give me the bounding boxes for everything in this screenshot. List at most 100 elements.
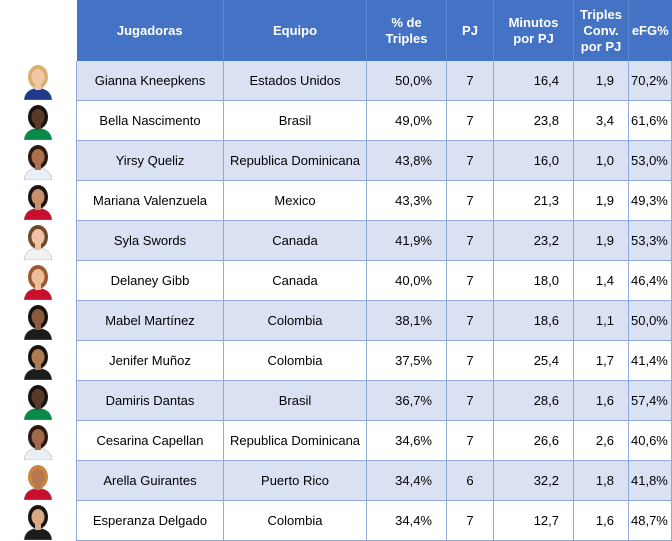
table-row[interactable]: Cesarina Capellan Republica Dominicana 34,… bbox=[76, 420, 672, 461]
cell-team: Canada bbox=[223, 260, 367, 301]
cell-triples-made-per-game: 1,9 bbox=[573, 220, 629, 261]
player-headshot-icon bbox=[19, 262, 57, 300]
cell-games-played: 7 bbox=[446, 140, 494, 181]
cell-player: Mariana Valenzuela bbox=[76, 180, 224, 221]
cell-team: Colombia bbox=[223, 340, 367, 381]
cell-team: Estados Unidos bbox=[223, 61, 367, 101]
player-photo bbox=[0, 221, 76, 261]
table-row[interactable]: Mariana Valenzuela Mexico 43,3% 7 21,3 1,9 49,… bbox=[76, 180, 672, 221]
cell-three-point-pct: 43,3% bbox=[366, 180, 447, 221]
cell-three-point-pct: 43,8% bbox=[366, 140, 447, 181]
cell-triples-made-per-game: 1,4 bbox=[573, 260, 629, 301]
table-row[interactable]: Damiris Dantas Brasil 36,7% 7 28,6 1,6 57,4% bbox=[76, 380, 672, 421]
player-photo bbox=[0, 461, 76, 501]
cell-player: Arella Guirantes bbox=[76, 460, 224, 501]
cell-player: Esperanza Delgado bbox=[76, 500, 224, 541]
cell-team: Brasil bbox=[223, 100, 367, 141]
table-row[interactable]: Esperanza Delgado Colombia 34,4% 7 12,7 1,6 48… bbox=[76, 500, 672, 541]
cell-minutes-per-game: 12,7 bbox=[493, 500, 574, 541]
cell-games-played: 7 bbox=[446, 100, 494, 141]
cell-efg: 48,7% bbox=[628, 500, 672, 541]
cell-player: Delaney Gibb bbox=[76, 260, 224, 301]
player-headshot-icon bbox=[19, 302, 57, 340]
cell-minutes-per-game: 23,8 bbox=[493, 100, 574, 141]
cell-triples-made-per-game: 2,6 bbox=[573, 420, 629, 461]
player-headshot-icon bbox=[19, 502, 57, 540]
cell-games-played: 7 bbox=[446, 420, 494, 461]
cell-player: Gianna Kneepkens bbox=[76, 61, 224, 101]
cell-triples-made-per-game: 1,6 bbox=[573, 500, 629, 541]
cell-player: Mabel Martínez bbox=[76, 300, 224, 341]
cell-games-played: 7 bbox=[446, 220, 494, 261]
player-headshot-icon bbox=[19, 62, 57, 100]
player-photo bbox=[0, 181, 76, 221]
cell-efg: 41,4% bbox=[628, 340, 672, 381]
player-headshot-icon bbox=[19, 462, 57, 500]
player-photo bbox=[0, 341, 76, 381]
header-triples-made-per-game[interactable]: Triples Conv. por PJ bbox=[573, 0, 629, 61]
player-headshot-icon bbox=[19, 182, 57, 220]
cell-triples-made-per-game: 1,7 bbox=[573, 340, 629, 381]
header-team[interactable]: Equipo bbox=[223, 0, 367, 61]
cell-three-point-pct: 34,4% bbox=[366, 500, 447, 541]
cell-games-played: 7 bbox=[446, 300, 494, 341]
player-photo bbox=[0, 501, 76, 541]
cell-efg: 40,6% bbox=[628, 420, 672, 461]
cell-three-point-pct: 50,0% bbox=[366, 61, 447, 101]
table-row[interactable]: Arella Guirantes Puerto Rico 34,4% 6 32,2 1,8… bbox=[76, 460, 672, 501]
cell-team: Republica Dominicana bbox=[223, 420, 367, 461]
cell-games-played: 7 bbox=[446, 340, 494, 381]
header-games-played[interactable]: PJ bbox=[446, 0, 494, 61]
cell-efg: 53,0% bbox=[628, 140, 672, 181]
cell-three-point-pct: 41,9% bbox=[366, 220, 447, 261]
table-body: Gianna Kneepkens Estados Unidos 50,0% 7 16,4… bbox=[76, 61, 672, 541]
three-point-stats-table: Jugadoras Equipo % de Triples PJ Minutos p… bbox=[76, 0, 672, 541]
cell-three-point-pct: 34,6% bbox=[366, 420, 447, 461]
player-photo bbox=[0, 141, 76, 181]
player-headshot-icon bbox=[19, 102, 57, 140]
cell-minutes-per-game: 25,4 bbox=[493, 340, 574, 381]
cell-team: Puerto Rico bbox=[223, 460, 367, 501]
cell-team: Canada bbox=[223, 220, 367, 261]
header-minutes-per-game[interactable]: Minutos por PJ bbox=[493, 0, 574, 61]
cell-player: Yirsy Queliz bbox=[76, 140, 224, 181]
header-three-point-pct[interactable]: % de Triples bbox=[366, 0, 447, 61]
table-row[interactable]: Mabel Martínez Colombia 38,1% 7 18,6 1,1 50,0% bbox=[76, 300, 672, 341]
player-photo bbox=[0, 301, 76, 341]
cell-minutes-per-game: 16,4 bbox=[493, 61, 574, 101]
cell-player: Jenifer Muñoz bbox=[76, 340, 224, 381]
cell-three-point-pct: 36,7% bbox=[366, 380, 447, 421]
table-row[interactable]: Syla Swords Canada 41,9% 7 23,2 1,9 53,3% bbox=[76, 220, 672, 261]
header-player[interactable]: Jugadoras bbox=[76, 0, 224, 61]
player-headshot-icon bbox=[19, 142, 57, 180]
cell-team: Republica Dominicana bbox=[223, 140, 367, 181]
header-row: Jugadoras Equipo % de Triples PJ Minutos p… bbox=[76, 0, 672, 61]
table-row[interactable]: Jenifer Muñoz Colombia 37,5% 7 25,4 1,7 41,4% bbox=[76, 340, 672, 381]
cell-efg: 49,3% bbox=[628, 180, 672, 221]
cell-minutes-per-game: 32,2 bbox=[493, 460, 574, 501]
cell-games-played: 7 bbox=[446, 380, 494, 421]
cell-efg: 70,2% bbox=[628, 61, 672, 101]
table-row[interactable]: Gianna Kneepkens Estados Unidos 50,0% 7 16,4… bbox=[76, 61, 672, 101]
cell-games-played: 7 bbox=[446, 260, 494, 301]
cell-three-point-pct: 38,1% bbox=[366, 300, 447, 341]
cell-triples-made-per-game: 3,4 bbox=[573, 100, 629, 141]
cell-minutes-per-game: 18,0 bbox=[493, 260, 574, 301]
table-row[interactable]: Yirsy Queliz Republica Dominicana 43,8% 7 16… bbox=[76, 140, 672, 181]
cell-minutes-per-game: 26,6 bbox=[493, 420, 574, 461]
header-efg[interactable]: eFG% bbox=[628, 0, 672, 61]
cell-games-played: 6 bbox=[446, 460, 494, 501]
cell-minutes-per-game: 21,3 bbox=[493, 180, 574, 221]
cell-minutes-per-game: 28,6 bbox=[493, 380, 574, 421]
cell-triples-made-per-game: 1,9 bbox=[573, 61, 629, 101]
cell-team: Brasil bbox=[223, 380, 367, 421]
cell-minutes-per-game: 23,2 bbox=[493, 220, 574, 261]
table-row[interactable]: Delaney Gibb Canada 40,0% 7 18,0 1,4 46,4% bbox=[76, 260, 672, 301]
cell-triples-made-per-game: 1,9 bbox=[573, 180, 629, 221]
player-headshot-icon bbox=[19, 382, 57, 420]
table-row[interactable]: Bella Nascimento Brasil 49,0% 7 23,8 3,4 61,6% bbox=[76, 100, 672, 141]
cell-triples-made-per-game: 1,1 bbox=[573, 300, 629, 341]
player-photo bbox=[0, 421, 76, 461]
player-headshot-icon bbox=[19, 342, 57, 380]
